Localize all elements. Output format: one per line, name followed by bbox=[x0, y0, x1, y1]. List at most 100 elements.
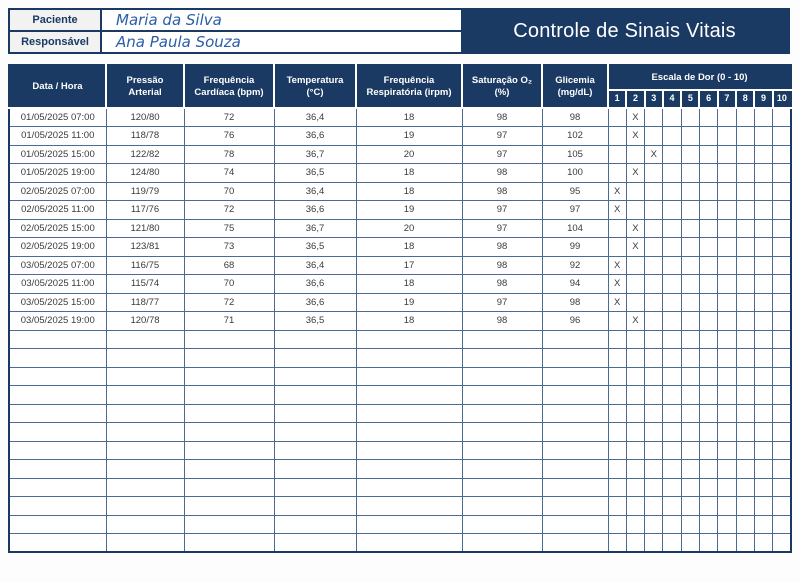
cell-pain-6 bbox=[698, 292, 719, 312]
cell-pain-2 bbox=[625, 348, 646, 368]
cell-saturacao-o2: 98 bbox=[461, 311, 543, 331]
cell-pain-4 bbox=[662, 440, 682, 460]
cell-pain-5 bbox=[680, 237, 700, 257]
cell-pain-3 bbox=[644, 422, 664, 442]
cell-temperatura bbox=[273, 496, 357, 516]
cell-pain-8 bbox=[735, 107, 755, 127]
empty-row bbox=[8, 348, 792, 368]
cell-pain-9 bbox=[753, 218, 774, 238]
cell-pain-9 bbox=[753, 292, 774, 312]
cell-pain-5 bbox=[680, 403, 700, 423]
cell-freq-respiratoria bbox=[355, 496, 463, 516]
cell-pain-9 bbox=[753, 311, 774, 331]
cell-temperatura: 36,4 bbox=[273, 107, 357, 127]
cell-pain-1 bbox=[607, 366, 627, 386]
table-row: 01/05/2025 15:00 122/82 78 36,7 20 97 105 X bbox=[8, 144, 792, 164]
cell-pain-7 bbox=[717, 237, 737, 257]
cell-pain-6 bbox=[698, 274, 719, 294]
cell-saturacao-o2: 98 bbox=[461, 163, 543, 183]
cell-freq-cardiaca bbox=[183, 459, 275, 479]
cell-pain-9 bbox=[753, 126, 774, 146]
pain-level-header-10: 10 bbox=[771, 89, 792, 109]
cell-pain-2: X bbox=[625, 107, 646, 127]
cell-pain-3 bbox=[644, 348, 664, 368]
cell-pain-4 bbox=[662, 459, 682, 479]
cell-glicemia: 92 bbox=[541, 255, 609, 275]
cell-pain-7 bbox=[717, 218, 737, 238]
cell-pain-3 bbox=[644, 477, 664, 497]
cell-glicemia bbox=[541, 366, 609, 386]
pain-level-header-4: 4 bbox=[661, 89, 683, 109]
cell-pain-6 bbox=[698, 311, 719, 331]
patient-row: Paciente Maria da Silva bbox=[10, 10, 461, 32]
cell-pain-10 bbox=[772, 218, 792, 238]
cell-pain-7 bbox=[717, 514, 737, 534]
cell-pain-1: X bbox=[607, 292, 627, 312]
cell-glicemia: 96 bbox=[541, 311, 609, 331]
cell-datetime bbox=[8, 385, 107, 405]
cell-pain-5 bbox=[680, 348, 700, 368]
cell-pain-5 bbox=[680, 218, 700, 238]
cell-glicemia bbox=[541, 496, 609, 516]
patient-label: Paciente bbox=[10, 10, 102, 30]
cell-pain-6 bbox=[698, 403, 719, 423]
cell-temperatura bbox=[273, 385, 357, 405]
cell-freq-cardiaca bbox=[183, 348, 275, 368]
cell-pain-10 bbox=[772, 274, 792, 294]
empty-row bbox=[8, 329, 792, 349]
cell-pain-6 bbox=[698, 329, 719, 349]
cell-pain-9 bbox=[753, 459, 774, 479]
cell-freq-cardiaca bbox=[183, 422, 275, 442]
cell-pain-9 bbox=[753, 366, 774, 386]
patient-name-value: Maria da Silva bbox=[116, 11, 222, 29]
cell-pain-10 bbox=[772, 237, 792, 257]
cell-pain-8 bbox=[735, 385, 755, 405]
cell-pressao-arterial bbox=[105, 459, 185, 479]
cell-pain-1 bbox=[607, 403, 627, 423]
cell-freq-respiratoria: 18 bbox=[355, 311, 463, 331]
cell-freq-respiratoria: 18 bbox=[355, 181, 463, 201]
cell-pain-4 bbox=[662, 422, 682, 442]
cell-freq-respiratoria: 17 bbox=[355, 255, 463, 275]
cell-datetime: 03/05/2025 11:00 bbox=[8, 274, 107, 294]
responsible-label: Responsável bbox=[10, 32, 102, 52]
cell-datetime: 03/05/2025 07:00 bbox=[8, 255, 107, 275]
cell-pain-5 bbox=[680, 459, 700, 479]
cell-pain-2 bbox=[625, 200, 646, 220]
cell-pain-7 bbox=[717, 533, 737, 553]
cell-pain-6 bbox=[698, 163, 719, 183]
cell-datetime: 01/05/2025 11:00 bbox=[8, 126, 107, 146]
cell-pain-7 bbox=[717, 403, 737, 423]
cell-saturacao-o2 bbox=[461, 329, 543, 349]
cell-pain-5 bbox=[680, 385, 700, 405]
cell-pain-2 bbox=[625, 366, 646, 386]
cell-freq-respiratoria bbox=[355, 403, 463, 423]
cell-freq-cardiaca: 75 bbox=[183, 218, 275, 238]
cell-pain-7 bbox=[717, 477, 737, 497]
cell-pain-8 bbox=[735, 200, 755, 220]
cell-pain-4 bbox=[662, 533, 682, 553]
cell-pressao-arterial: 116/75 bbox=[105, 255, 185, 275]
cell-glicemia bbox=[541, 477, 609, 497]
cell-pressao-arterial: 117/76 bbox=[105, 200, 185, 220]
cell-pain-9 bbox=[753, 107, 774, 127]
pain-level-header-9: 9 bbox=[753, 89, 774, 109]
cell-pain-9 bbox=[753, 533, 774, 553]
patient-header: Paciente Maria da Silva Responsável Ana … bbox=[8, 8, 790, 54]
cell-pain-2 bbox=[625, 514, 646, 534]
pain-level-header-6: 6 bbox=[698, 89, 719, 109]
cell-pain-10 bbox=[772, 459, 792, 479]
cell-glicemia bbox=[541, 514, 609, 534]
cell-pain-8 bbox=[735, 237, 755, 257]
cell-freq-cardiaca bbox=[183, 477, 275, 497]
cell-pain-1 bbox=[607, 329, 627, 349]
cell-pressao-arterial bbox=[105, 422, 185, 442]
cell-pain-5 bbox=[680, 274, 700, 294]
cell-pain-4 bbox=[662, 514, 682, 534]
cell-pressao-arterial: 119/79 bbox=[105, 181, 185, 201]
cell-pain-10 bbox=[772, 385, 792, 405]
cell-saturacao-o2 bbox=[461, 459, 543, 479]
pain-level-header-7: 7 bbox=[716, 89, 738, 109]
cell-glicemia: 100 bbox=[541, 163, 609, 183]
